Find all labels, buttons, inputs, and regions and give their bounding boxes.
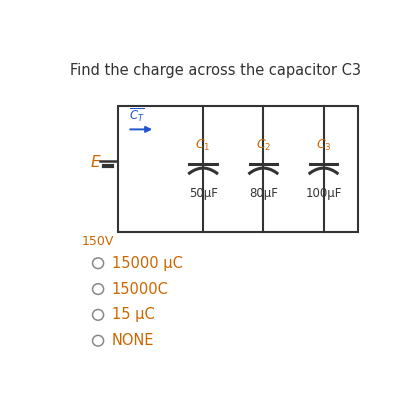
Bar bbox=[118, 106, 359, 232]
Text: 15 μC: 15 μC bbox=[112, 308, 155, 322]
Text: 150V: 150V bbox=[82, 235, 114, 248]
Text: 50μF: 50μF bbox=[189, 187, 218, 200]
Text: Find the charge across the capacitor C3: Find the charge across the capacitor C3 bbox=[70, 63, 361, 78]
Text: $C_3$: $C_3$ bbox=[316, 138, 331, 153]
Text: $E$: $E$ bbox=[90, 155, 102, 171]
Text: 15000 μC: 15000 μC bbox=[112, 256, 183, 271]
Text: 100μF: 100μF bbox=[305, 187, 342, 200]
Text: NONE: NONE bbox=[112, 333, 154, 348]
Text: 15000C: 15000C bbox=[112, 281, 168, 297]
Text: $C_2$: $C_2$ bbox=[256, 138, 271, 153]
Text: 80μF: 80μF bbox=[249, 187, 278, 200]
Text: $\overline{C_T}$: $\overline{C_T}$ bbox=[129, 106, 145, 124]
Text: $C_1$: $C_1$ bbox=[195, 138, 211, 153]
